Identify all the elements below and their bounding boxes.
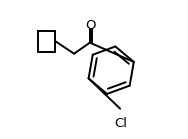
Text: Cl: Cl xyxy=(114,117,127,130)
Text: O: O xyxy=(85,19,96,32)
